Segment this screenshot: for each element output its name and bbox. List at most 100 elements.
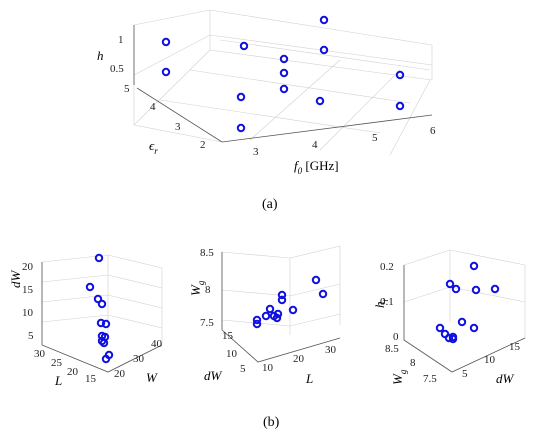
ytick-b1-25: 25 xyxy=(51,357,63,369)
point-b1-12 xyxy=(101,354,111,364)
ytick-b1-20: 20 xyxy=(67,366,79,378)
point-b1-10 xyxy=(99,338,109,348)
point-b1-6 xyxy=(101,319,111,329)
point-a-9 xyxy=(319,15,329,25)
ytick-a-2: 2 xyxy=(200,139,206,151)
point-b3-4 xyxy=(471,285,481,295)
ytick-a-5: 5 xyxy=(124,83,130,95)
point-b2-11 xyxy=(311,275,321,285)
ztick-b1-10: 10 xyxy=(22,307,34,319)
xlabel-b1: W xyxy=(146,370,158,385)
xtick-a-4: 4 xyxy=(312,139,318,151)
zlabel-b1: dW xyxy=(8,270,23,289)
point-a-5 xyxy=(236,123,246,133)
point-b3-2 xyxy=(451,284,461,294)
panel-b1: 20 15 10 5 30 25 20 15 20 30 40 dW L W xyxy=(8,254,163,388)
xtick-b2-30: 30 xyxy=(325,344,337,356)
xtick-b3-10: 10 xyxy=(484,354,496,366)
xtick-b3-15: 15 xyxy=(509,341,521,353)
ztick-b2-85: 8.5 xyxy=(200,247,214,259)
x-axis-a xyxy=(221,114,433,143)
point-b3-11 xyxy=(469,323,479,333)
point-b2-9 xyxy=(272,313,282,323)
markers-b2 xyxy=(252,275,328,329)
point-a-10 xyxy=(319,45,329,55)
ztick-b1-15: 15 xyxy=(22,284,34,296)
point-a-7 xyxy=(279,68,289,78)
ztick-b1-20: 20 xyxy=(22,261,34,273)
ylabel-b2: dW xyxy=(204,368,223,383)
xtick-b2-20: 20 xyxy=(293,353,305,365)
point-b1-5 xyxy=(96,318,106,328)
ztick-b2-8: 8 xyxy=(205,284,211,296)
zlabel-b3: hr xyxy=(372,298,390,309)
ztick-b1-5: 5 xyxy=(28,330,34,342)
panel-b3: 0.2 0.1 0 8.5 8 7.5 5 10 15 hr Wg dW xyxy=(372,249,526,386)
point-a-1 xyxy=(161,37,171,47)
xlabel-a: f0 [GHz] xyxy=(294,158,339,176)
xlabel-b3: dW xyxy=(496,371,515,386)
xtick-a-5: 5 xyxy=(372,132,378,144)
ytick-b3-85: 8.5 xyxy=(385,343,399,355)
point-a-11 xyxy=(315,96,325,106)
point-b3-10 xyxy=(457,317,467,327)
y-axis-a xyxy=(136,87,223,143)
ztick-a-1: 1 xyxy=(118,34,124,46)
xtick-b1-20: 20 xyxy=(114,368,126,380)
panel-b2: 8.5 8 7.5 15 10 5 10 20 30 Wg dW L xyxy=(188,245,341,386)
point-b2-1 xyxy=(252,315,262,325)
point-b3-8 xyxy=(444,333,454,343)
axes-b2 xyxy=(221,252,341,363)
ytick-b2-10: 10 xyxy=(226,348,238,360)
ylabel-a: ϵr xyxy=(149,138,158,156)
caption-a: (a) xyxy=(262,197,278,212)
xtick-b2-10: 10 xyxy=(262,362,274,374)
xlabel-b2: L xyxy=(305,371,313,386)
xtick-a-6: 6 xyxy=(430,125,436,137)
ytick-a-4: 4 xyxy=(150,101,156,113)
point-a-2 xyxy=(161,67,171,77)
markers-b3 xyxy=(435,261,500,344)
point-b1-1 xyxy=(94,253,104,263)
ylabel-b1: L xyxy=(54,373,62,388)
point-b1-4 xyxy=(97,299,107,309)
xtick-a-3: 3 xyxy=(253,146,259,158)
ytick-b1-30: 30 xyxy=(34,348,46,360)
ylabel-b3: Wg xyxy=(390,369,408,385)
markers-a xyxy=(161,15,405,133)
point-a-8 xyxy=(279,84,289,94)
point-a-4 xyxy=(236,92,246,102)
panel-a: 1 0.5 5 4 3 2 3 4 5 6 h ϵr f0 [GHz] xyxy=(97,9,436,176)
point-b3-6 xyxy=(435,323,445,333)
ytick-b2-5: 5 xyxy=(240,363,246,375)
point-a-6 xyxy=(279,54,289,64)
point-b1-3 xyxy=(93,294,103,304)
point-b2-4 xyxy=(265,304,275,314)
ytick-b2-15: 15 xyxy=(222,330,234,342)
point-b2-5 xyxy=(277,290,287,300)
point-b3-12 xyxy=(448,334,458,344)
caption-b: (b) xyxy=(263,415,280,430)
ztick-b3-01: 0.1 xyxy=(380,296,394,308)
ytick-b3-75: 7.5 xyxy=(423,373,437,385)
ztick-b2-75: 7.5 xyxy=(200,317,214,329)
ztick-b3-02: 0.2 xyxy=(380,261,394,273)
point-b3-3 xyxy=(469,261,479,271)
axes-b1 xyxy=(41,262,163,373)
markers-b1 xyxy=(85,253,114,364)
point-b2-8 xyxy=(273,309,283,319)
ytick-b3-8: 8 xyxy=(410,357,416,369)
point-b2-3 xyxy=(261,311,271,321)
point-b3-5 xyxy=(490,284,500,294)
xtick-b1-30: 30 xyxy=(133,353,145,365)
zlabel-b2: Wg xyxy=(188,280,206,296)
point-b2-12 xyxy=(318,289,328,299)
ztick-a-0: 0.5 xyxy=(110,63,124,75)
point-a-3 xyxy=(239,41,249,51)
point-b2-6 xyxy=(277,295,287,305)
axes-b3 xyxy=(403,265,526,373)
point-a-12 xyxy=(395,70,405,80)
point-b2-10 xyxy=(288,305,298,315)
xtick-b1-40: 40 xyxy=(151,338,163,350)
